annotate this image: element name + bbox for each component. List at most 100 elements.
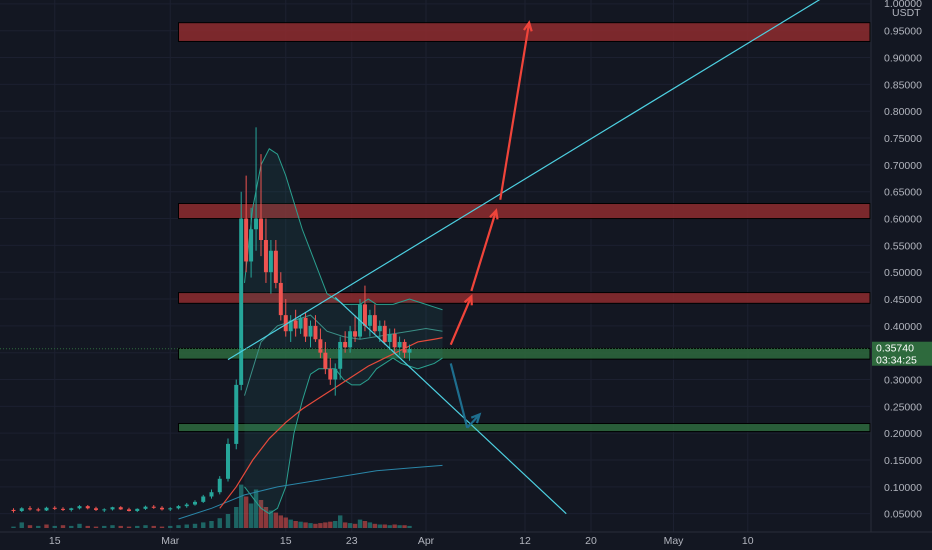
candle-body: [193, 501, 197, 505]
candle-body: [362, 304, 367, 326]
volume-bar: [192, 523, 198, 528]
candle-body: [102, 509, 107, 511]
volume-bar: [352, 523, 358, 528]
target-arrow-up: [449, 295, 473, 346]
price-tag-value: 0.35740: [876, 343, 914, 355]
volume-bar: [126, 526, 132, 528]
candle-body: [293, 320, 298, 329]
volume-bar: [151, 525, 156, 528]
volume-bar: [367, 522, 373, 528]
price-tick-label: 0.95000: [884, 26, 922, 38]
volume-bar: [69, 525, 74, 528]
volume-bar: [36, 525, 41, 528]
time-tick-label: 23: [346, 535, 358, 547]
time-tick-label: 12: [519, 535, 531, 547]
price-tag-countdown: 03:34:25: [876, 355, 917, 367]
candle-body: [283, 315, 288, 332]
bollinger-middle-line: [244, 314, 443, 396]
candle-body: [387, 333, 392, 342]
volume-bar: [308, 523, 313, 528]
price-tick-label: 0.80000: [884, 106, 922, 118]
candle-body: [77, 506, 82, 509]
price-axis[interactable]: USDT 1.00000 0.95000 0.90000 0.85000 0.80000…: [870, 0, 932, 532]
volume-bar: [85, 525, 90, 528]
support-zone: [178, 347, 871, 360]
candle-body: [160, 507, 164, 510]
volume-bar: [209, 521, 214, 528]
volume-bar: [135, 525, 140, 528]
time-tick-label: Apr: [418, 535, 435, 547]
price-tick-label: 0.50000: [884, 267, 922, 279]
volume-bar: [19, 522, 24, 528]
volume-bar: [184, 524, 189, 528]
volume-bar: [60, 525, 66, 528]
candle-body: [303, 317, 308, 337]
candle-body: [254, 218, 259, 230]
volume-bar: [248, 503, 254, 528]
support-zone: [178, 423, 871, 433]
candle-body: [259, 218, 263, 241]
volume-bars: [11, 484, 412, 528]
volume-bar: [313, 523, 318, 528]
candle-body: [184, 504, 189, 507]
price-tick-label: 0.05000: [884, 509, 922, 521]
price-tick-label: 0.90000: [884, 53, 922, 65]
candle-body: [209, 492, 214, 497]
price-tick-label: 0.20000: [884, 428, 922, 440]
price-tick-label: 0.55000: [884, 240, 922, 252]
candle-body: [244, 218, 249, 262]
candle-body: [135, 508, 140, 511]
volume-bar: [293, 521, 298, 528]
candle-body: [353, 331, 358, 337]
candle-body: [28, 508, 32, 510]
volume-bar: [11, 526, 16, 528]
candle-body: [402, 341, 407, 353]
price-tag: 0.35740 03:34:25: [872, 341, 932, 367]
candle-body: [328, 368, 333, 380]
candle-body: [288, 320, 293, 332]
volume-bar: [77, 523, 82, 528]
volume-bar: [357, 519, 363, 528]
arrow-head: [489, 208, 499, 220]
volume-bar: [102, 525, 107, 528]
volume-bar: [159, 526, 165, 528]
candle-body: [239, 218, 244, 385]
candles: [11, 127, 412, 513]
arrows[interactable]: [449, 20, 533, 429]
candle-body: [323, 352, 328, 369]
candle-body: [69, 508, 74, 510]
resistance-zone: [178, 203, 871, 220]
price-tick-label: 0.40000: [884, 321, 922, 333]
candle-body: [392, 333, 397, 348]
candle-body: [249, 229, 254, 262]
price-tick-label: 0.45000: [884, 294, 922, 306]
time-axis[interactable]: 15 Mar 15 23 Apr 12 20 May 10: [0, 531, 932, 550]
volume-bar: [93, 526, 99, 528]
candle-body: [382, 325, 387, 342]
volume-bar: [323, 522, 328, 528]
candle-body: [94, 508, 98, 510]
time-tick-label: May: [664, 535, 685, 547]
price-zones[interactable]: [178, 22, 871, 433]
volume-bar: [52, 525, 57, 528]
price-tick-label: 0.30000: [884, 375, 922, 387]
volume-bar: [243, 496, 249, 528]
arrow-head: [470, 412, 482, 424]
price-tick-label: 0.25000: [884, 401, 922, 413]
price-axis-background: [871, 0, 932, 532]
candle-body: [201, 496, 206, 502]
volume-bar: [258, 500, 264, 528]
price-tick-label: 0.60000: [884, 214, 922, 226]
trendlines[interactable]: [227, 0, 830, 515]
price-tick-label: 0.10000: [884, 482, 922, 494]
volume-bar: [143, 525, 148, 528]
trendline: [334, 296, 567, 515]
candle-body: [333, 368, 338, 380]
volume-bar: [328, 521, 333, 528]
candle-body: [407, 348, 412, 353]
target-arrow-down: [449, 363, 469, 429]
time-tick-label: 10: [742, 535, 754, 547]
candle-body: [11, 509, 16, 511]
